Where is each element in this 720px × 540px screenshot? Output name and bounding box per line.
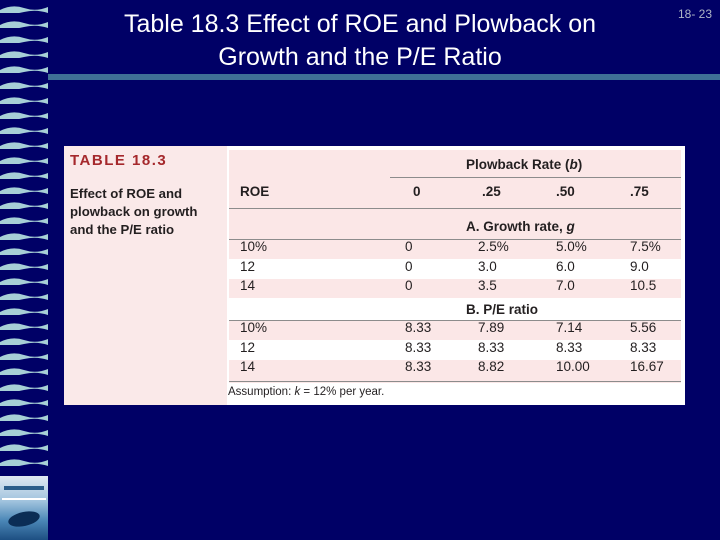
- section-b-band: [229, 298, 681, 320]
- wave-decoration: [0, 336, 48, 346]
- wave-decoration: [0, 366, 48, 376]
- growth-row-band: [229, 240, 681, 259]
- growth-row-1-value-1: 0: [405, 239, 413, 254]
- header-band: [229, 150, 681, 208]
- growth-row-3-value-4: 10.5: [630, 278, 657, 294]
- growth-row-3-value-2: 3.5: [478, 278, 497, 294]
- growth-row-1-roe: 10%: [240, 239, 268, 254]
- pe-row-1-value-3: 7.14: [556, 320, 583, 335]
- wave-decoration: [0, 321, 48, 331]
- corner-logo-image: [0, 476, 48, 540]
- pe-row-3-value-3: 10.00: [556, 359, 590, 375]
- wave-decoration: [0, 170, 48, 180]
- wave-decoration: [0, 261, 48, 270]
- growth-row-band: [229, 279, 681, 298]
- growth-row-3-roe: 14: [240, 278, 256, 294]
- table-label: TABLE 18.3: [70, 152, 168, 169]
- pe-row-3-value-4: 16.67: [630, 359, 664, 375]
- pe-row-band: [229, 360, 681, 380]
- section-b-title: B. P/E ratio: [466, 302, 539, 317]
- wave-decoration: [0, 457, 48, 466]
- plowback-header-text: Plowback Rate (b): [466, 157, 583, 172]
- pe-row-1-roe: 10%: [240, 320, 268, 335]
- wave-decoration: [0, 412, 48, 421]
- pe-row-3-roe: 14: [240, 359, 256, 375]
- section-a-title: A. Growth rate, g: [466, 219, 575, 234]
- wave-decoration: [0, 382, 48, 391]
- left-decorative-strip: [0, 0, 48, 540]
- wave-decoration: [0, 306, 48, 315]
- wave-decoration: [0, 80, 48, 89]
- table-caption: Effect of ROE and plowback on growth and…: [70, 186, 198, 237]
- growth-row-2-value-3: 6.0: [556, 258, 575, 274]
- wave-decoration: [0, 246, 48, 255]
- pe-row-band-white: [229, 340, 681, 360]
- plowback-rate-0: 0: [413, 184, 421, 199]
- pe-row-2-value-2: 8.33: [478, 339, 505, 355]
- pe-row-1-value-2: 7.89: [478, 320, 505, 335]
- growth-row-1-value-2: 2.5%: [478, 239, 509, 254]
- slide-title-line1: Table 18.3 Effect of ROE and Plowback on: [123, 10, 597, 38]
- section-a-rule: [229, 239, 681, 240]
- section-b-rule: [229, 320, 681, 321]
- slide-title: Table 18.3 Effect of ROE and Plowback on…: [60, 8, 660, 74]
- wave-decoration: [0, 64, 48, 74]
- pe-row-band: [229, 321, 681, 340]
- wave-decoration: [0, 215, 48, 225]
- wave-decoration: [0, 231, 48, 240]
- wave-decoration: [0, 4, 48, 13]
- wave-decoration: [0, 397, 48, 406]
- plowback-rate-50: .50: [556, 184, 575, 199]
- pe-row-3-value-2: 8.82: [478, 359, 505, 375]
- wave-decoration: [0, 155, 48, 164]
- wave-decoration: [0, 351, 48, 361]
- wave-decoration: [0, 34, 48, 44]
- growth-row-3-value-3: 7.0: [556, 278, 575, 294]
- wave-decoration: [0, 95, 48, 104]
- growth-row-band-white: [229, 259, 681, 279]
- pe-row-2-roe: 12: [240, 339, 256, 355]
- growth-row-2-value-1: 0: [405, 258, 413, 274]
- wave-decoration: [0, 49, 48, 59]
- plowback-rate-25: .25: [482, 184, 501, 199]
- slide-title-line2: Growth and the P/E Ratio: [218, 43, 502, 71]
- data-table: Plowback Rate (b) ROE 0 .25 .50 .75 A. G…: [229, 150, 681, 383]
- growth-row-2-value-2: 3.0: [478, 258, 497, 274]
- growth-row-3-value-1: 0: [405, 278, 413, 294]
- wave-decoration: [0, 185, 48, 195]
- table-bottom-rule: [229, 381, 681, 382]
- slide-number: 18- 23: [677, 7, 712, 21]
- pe-row-3-value-1: 8.33: [405, 359, 432, 375]
- table-caption-panel: TABLE 18.3 Effect of ROE and plowback on…: [64, 146, 227, 405]
- wave-decoration: [0, 19, 48, 29]
- growth-row-2-value-4: 9.0: [630, 258, 649, 274]
- plowback-rate-75: .75: [630, 184, 649, 199]
- header-bottom-rule: [229, 208, 681, 209]
- wave-decoration: [0, 140, 48, 149]
- table-figure: TABLE 18.3 Effect of ROE and plowback on…: [64, 146, 685, 405]
- growth-row-1-value-4: 7.5%: [630, 239, 661, 254]
- pe-row-1-value-1: 8.33: [405, 320, 432, 335]
- pe-row-1-value-4: 5.56: [630, 320, 657, 335]
- wave-decoration: [0, 291, 48, 300]
- wave-decoration: [0, 125, 48, 134]
- plowback-header: Plowback Rate (b): [466, 157, 582, 172]
- growth-row-1-value-3: 5.0%: [556, 239, 587, 254]
- pe-row-2-value-4: 8.33: [630, 339, 657, 355]
- assumption-note: Assumption: k = 12% per year.: [228, 386, 385, 398]
- roe-header: ROE: [240, 184, 270, 199]
- pe-row-2-value-1: 8.33: [405, 339, 432, 355]
- title-divider: [48, 74, 720, 80]
- wave-decoration: [0, 442, 48, 451]
- header-rule: [390, 177, 681, 178]
- pe-row-2-value-3: 8.33: [556, 339, 583, 355]
- wave-decoration: [0, 200, 48, 210]
- growth-row-2-roe: 12: [240, 258, 256, 274]
- wave-decoration: [0, 276, 48, 285]
- wave-decoration: [0, 427, 48, 436]
- wave-decoration: [0, 110, 48, 119]
